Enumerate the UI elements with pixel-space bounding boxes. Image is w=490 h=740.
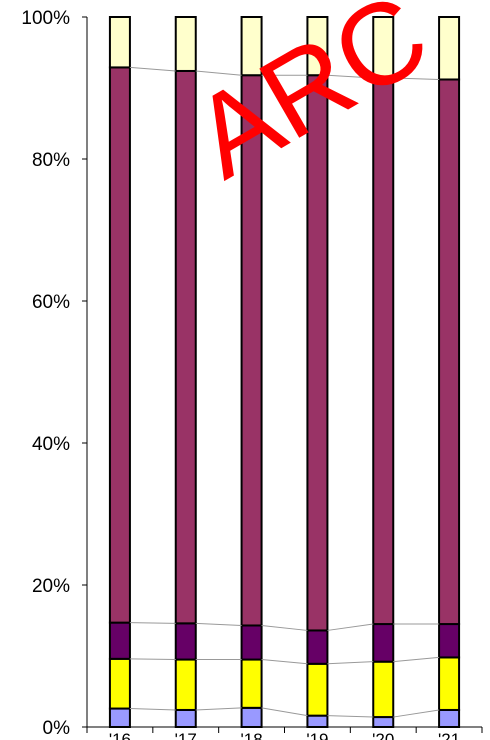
- series-line: [327, 661, 374, 665]
- x-tick-label: '17: [175, 730, 197, 740]
- series-line: [129, 708, 176, 711]
- bar-segment: [174, 708, 197, 729]
- series-line: [261, 624, 308, 631]
- series-line: [195, 70, 242, 76]
- bar-segment: [372, 16, 395, 80]
- bar-segment: [372, 623, 395, 663]
- bar-segment: [240, 624, 263, 661]
- bar-segment: [438, 623, 461, 659]
- bar-segment: [174, 16, 197, 72]
- x-tick-labels: '16 '17 '18 '19 '20 '21: [109, 730, 460, 740]
- bar-segment: [372, 660, 395, 719]
- bar-segment: [108, 621, 131, 660]
- y-tick-label: 20%: [32, 576, 70, 597]
- series-line: [327, 74, 374, 79]
- series-line: [129, 658, 176, 661]
- series-line: [195, 622, 242, 626]
- bar-segment: [306, 714, 329, 729]
- series-line: [393, 77, 440, 80]
- y-tick-label: 80%: [32, 150, 70, 171]
- bar-segment: [438, 78, 461, 626]
- series-line: [129, 622, 176, 624]
- bar-segment: [306, 629, 329, 665]
- bar-segment: [306, 662, 329, 717]
- bar-segment: [240, 16, 263, 77]
- bar-segment: [240, 706, 263, 729]
- axes-layer: [82, 16, 483, 733]
- y-tick-label: 100%: [21, 8, 70, 29]
- y-tick-label: 40%: [32, 434, 70, 455]
- series-line: [327, 623, 374, 631]
- bars-layer: [108, 16, 461, 729]
- bar-segment: [174, 658, 197, 711]
- x-tick-label: '16: [109, 730, 131, 740]
- bar-segment: [108, 707, 131, 728]
- series-line: [129, 66, 176, 72]
- bar-segment: [240, 658, 263, 709]
- series-line: [327, 715, 374, 718]
- bar-segment: [438, 16, 461, 81]
- x-tick-label: '18: [241, 730, 263, 740]
- bar-segment: [306, 16, 329, 77]
- y-tick-label: 60%: [32, 292, 70, 313]
- bar-segment: [438, 708, 461, 729]
- y-tick-label: 0%: [43, 718, 71, 739]
- bar-segment: [438, 656, 461, 711]
- x-tick-label: '19: [306, 730, 328, 740]
- x-tick-label: '20: [372, 730, 394, 740]
- bar-segment: [372, 77, 395, 626]
- series-lines-layer: [129, 66, 440, 718]
- bar-segment: [108, 657, 131, 710]
- series-line: [261, 659, 308, 665]
- bar-segment: [108, 16, 131, 69]
- bar-segment: [372, 716, 395, 728]
- series-line: [261, 707, 308, 717]
- bar-segment: [174, 69, 197, 625]
- series-line: [195, 707, 242, 711]
- series-line: [393, 656, 440, 663]
- y-tick-labels: 0% 20% 40% 60% 80% 100%: [21, 8, 70, 739]
- x-tick-label: '21: [438, 730, 460, 740]
- bar-segment: [108, 66, 131, 624]
- bar-segment: [174, 622, 197, 661]
- series-line: [393, 709, 440, 718]
